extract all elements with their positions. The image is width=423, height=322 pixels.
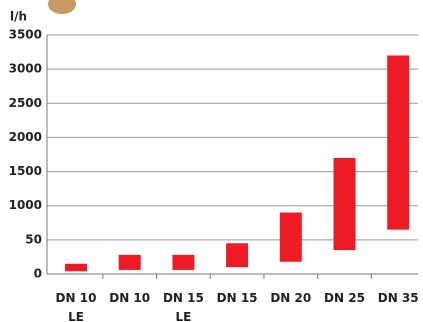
y-tick-label: 2500 [9, 96, 42, 110]
y-tick-label: 3000 [9, 62, 42, 76]
bar [333, 157, 356, 251]
x-tick-label: DN 35 [377, 291, 419, 305]
bar [65, 263, 87, 272]
y-tick-label: 1500 [9, 164, 42, 178]
bar [118, 254, 141, 270]
y-tick-label: 1000 [9, 198, 42, 212]
bar [226, 243, 249, 268]
y-axis-unit: l/h [10, 10, 27, 24]
x-tick-label: DN 15 LE [162, 291, 204, 322]
x-tick-label: DN 25 [324, 291, 365, 305]
y-tick-label: 50 [25, 232, 42, 246]
bar [172, 254, 195, 270]
y-tick-label: 0 [34, 267, 42, 281]
y-tick-label: 3500 [9, 28, 42, 42]
x-tick-label: DN 20 [270, 291, 312, 305]
x-tick-label: DN 10 [109, 291, 151, 305]
bar [279, 212, 302, 262]
y-tick-label: 2000 [9, 130, 42, 144]
decoration [48, 0, 76, 14]
x-tick-label: DN 10 LE [55, 291, 97, 322]
x-tick-label: DN 15 [216, 291, 258, 305]
bar [387, 55, 410, 230]
